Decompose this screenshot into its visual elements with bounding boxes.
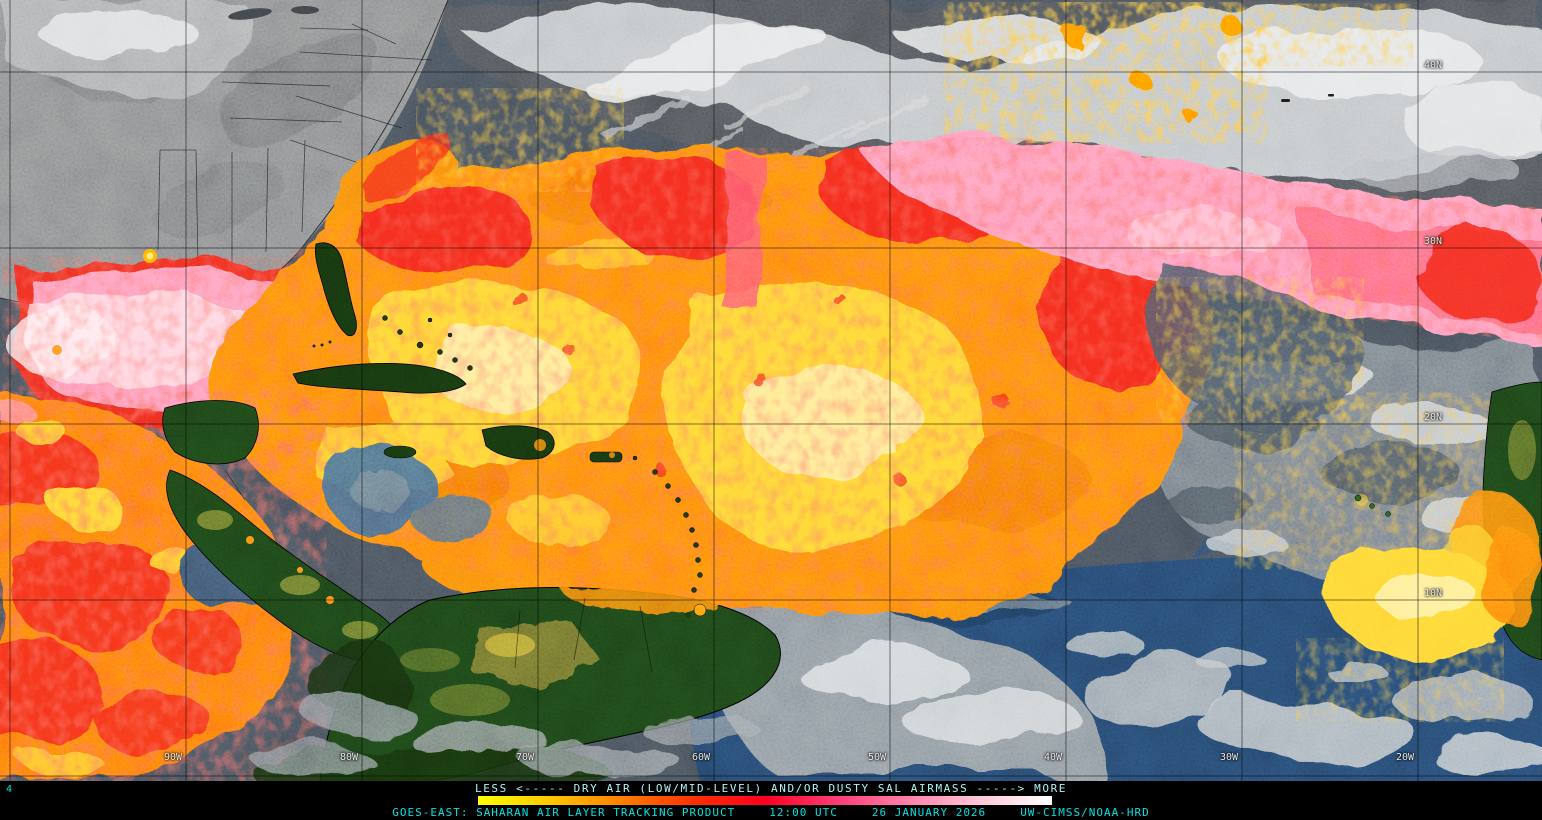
color-scale-bar <box>478 796 1052 805</box>
lat-label-20n: 20N <box>1424 412 1443 423</box>
lon-label-90w: 90W <box>163 752 182 763</box>
lat-label-30n: 30N <box>1424 236 1443 247</box>
lat-label-40n: 40N <box>1424 60 1443 71</box>
color-scale-caption: LESS <----- DRY AIR (LOW/MID-LEVEL) AND/… <box>474 782 1068 795</box>
product-date: 26 JANUARY 2026 <box>871 806 987 819</box>
lon-label-60w: 60W <box>691 752 710 763</box>
lon-label-20w: 20W <box>1395 752 1414 763</box>
lon-label-30w: 30W <box>1219 752 1238 763</box>
corner-mark: 4 <box>6 784 13 795</box>
lon-label-80w: 80W <box>339 752 358 763</box>
lat-label-10n: 10N <box>1424 588 1443 599</box>
bottom-panel: 4 LESS <----- DRY AIR (LOW/MID-LEVEL) AN… <box>0 781 1542 820</box>
lon-label-70w: 70W <box>515 752 534 763</box>
latlon-grid <box>0 0 1542 781</box>
satellite-map <box>0 0 1542 781</box>
product-caption: GOES-EAST: SAHARAN AIR LAYER TRACKING PR… <box>0 806 1542 819</box>
product-credit: UW-CIMSS/NOAA-HRD <box>1020 806 1150 819</box>
product-name: GOES-EAST: SAHARAN AIR LAYER TRACKING PR… <box>392 806 736 819</box>
lon-label-40w: 40W <box>1043 752 1062 763</box>
texture-overlay <box>0 0 1542 781</box>
lon-label-50w: 50W <box>867 752 886 763</box>
product-time: 12:00 UTC <box>769 806 838 819</box>
satellite-map-area: 40N 30N 20N 10N 90W 80W 70W 60W 50W 40W … <box>0 0 1542 781</box>
